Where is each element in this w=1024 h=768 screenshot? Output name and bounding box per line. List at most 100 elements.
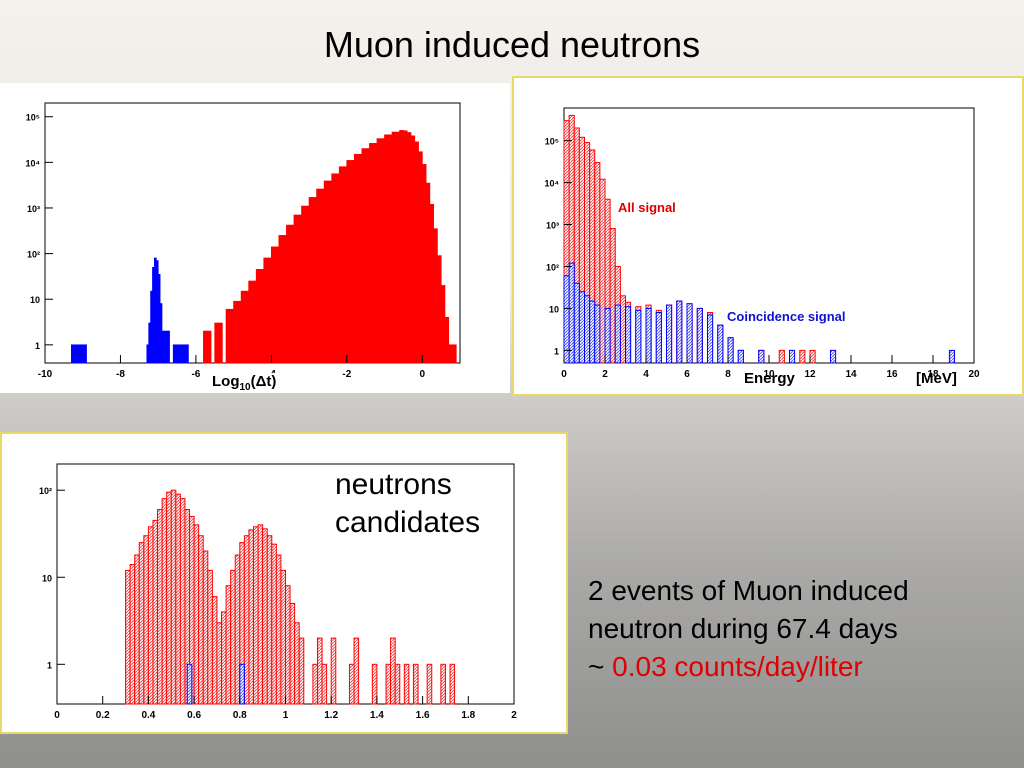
histogram-bar bbox=[278, 235, 287, 364]
y-tick-label: 10⁴ bbox=[26, 158, 40, 168]
histogram-bar bbox=[758, 349, 765, 364]
x-label-tail: (Δt) bbox=[250, 373, 277, 390]
histogram-bar bbox=[589, 300, 596, 364]
x-tick-label: 2 bbox=[511, 710, 517, 721]
histogram-bar bbox=[399, 130, 404, 364]
x-tick-label: 12 bbox=[804, 369, 816, 380]
histogram-bar bbox=[263, 257, 272, 364]
histogram-bar bbox=[948, 349, 956, 364]
x-tick-label: -10 bbox=[38, 369, 53, 380]
y-tick-label: 10³ bbox=[546, 221, 559, 231]
histogram-bar bbox=[353, 153, 363, 364]
histogram-bar bbox=[286, 224, 295, 364]
x-tick-label: 8 bbox=[725, 369, 731, 380]
histogram-bar bbox=[778, 349, 785, 364]
histogram-bar bbox=[316, 188, 325, 364]
histogram-bar bbox=[686, 303, 693, 364]
histogram-bar bbox=[138, 542, 145, 705]
histogram-bar bbox=[202, 550, 209, 705]
energy-spectrum-panel: 0 2 4 6 8 10 12 14 16 18 20 1 10 10² 10³ 10⁴ 10⁵ Energy … bbox=[512, 76, 1024, 396]
histogram-bar bbox=[410, 135, 416, 364]
y-tick-label: 1 bbox=[47, 660, 52, 670]
summary-prefix: ~ bbox=[588, 651, 613, 682]
x-tick-label: -2 bbox=[342, 369, 351, 380]
x-tick-label: 0 bbox=[419, 369, 425, 380]
histogram-bar bbox=[604, 307, 611, 364]
y-tick-label: 10 bbox=[42, 573, 52, 583]
histogram-bar bbox=[193, 524, 200, 705]
plot-frame bbox=[563, 107, 975, 364]
histogram-bar bbox=[298, 637, 305, 705]
histogram-bar bbox=[568, 262, 575, 364]
histogram-bar bbox=[449, 663, 456, 705]
histogram-bar bbox=[323, 180, 333, 364]
histogram-bar bbox=[599, 178, 606, 364]
neutron-candidates-histogram: 0 0.2 0.4 0.6 0.8 1 1.2 1.4 1.6 1.8 2 1 10 10² bbox=[39, 463, 517, 721]
x-tick-label: 0 bbox=[54, 710, 60, 721]
histogram-bar bbox=[214, 322, 223, 364]
y-tick-label: 1 bbox=[554, 346, 559, 356]
y-tick-label: 10 bbox=[30, 295, 40, 305]
histogram-bar bbox=[403, 663, 410, 705]
histogram-bar bbox=[809, 349, 816, 364]
summary-rate: 0.03 counts/day/liter bbox=[612, 651, 863, 682]
histogram-bar bbox=[233, 300, 242, 364]
delta-t-x-axis-label: Log10(Δt) bbox=[210, 373, 279, 393]
histogram-bar bbox=[71, 344, 80, 364]
energy-x-axis-label: Energy bbox=[744, 370, 795, 387]
histogram-bar bbox=[316, 637, 323, 705]
histogram-bar bbox=[129, 564, 136, 705]
histogram-bar bbox=[440, 285, 446, 364]
histogram-bar bbox=[666, 304, 673, 364]
x-tick-label: 0 bbox=[561, 369, 567, 380]
histogram-bar bbox=[727, 337, 734, 364]
x-tick-label: -6 bbox=[191, 369, 200, 380]
histogram-bar bbox=[321, 663, 328, 705]
histogram-bar bbox=[369, 143, 378, 364]
histogram-bar bbox=[789, 349, 796, 364]
x-tick-label: 0.2 bbox=[96, 710, 110, 721]
histogram-bar bbox=[645, 307, 652, 364]
summary-line-3: ~ 0.03 counts/day/liter bbox=[588, 648, 1018, 686]
x-tick-label: 16 bbox=[886, 369, 898, 380]
histogram-bar bbox=[448, 344, 457, 364]
x-tick-label: 1.8 bbox=[461, 710, 475, 721]
histogram-bar bbox=[412, 663, 419, 705]
histogram-bar bbox=[830, 349, 837, 364]
x-tick-label: 1.2 bbox=[324, 710, 338, 721]
histogram-bar bbox=[619, 295, 626, 364]
histogram-bar bbox=[406, 132, 412, 364]
x-tick-label: 1.6 bbox=[416, 710, 430, 721]
histogram-bar bbox=[655, 311, 662, 364]
histogram-bar bbox=[230, 569, 236, 705]
histogram-bar bbox=[225, 308, 235, 364]
y-tick-label: 10² bbox=[27, 250, 40, 260]
histogram-bar bbox=[614, 304, 621, 364]
histogram-bar bbox=[676, 300, 683, 364]
histogram-bar bbox=[385, 663, 392, 705]
histogram-bar bbox=[262, 528, 268, 705]
neutron-candidates-panel: 0 0.2 0.4 0.6 0.8 1 1.2 1.4 1.6 1.8 2 1 10 10² bbox=[0, 432, 568, 734]
histogram-bar bbox=[285, 585, 291, 705]
histogram-bar bbox=[429, 203, 434, 364]
histogram-bar bbox=[331, 173, 340, 364]
histogram-bar bbox=[172, 344, 182, 364]
y-tick-label: 10⁵ bbox=[545, 137, 559, 147]
histogram-bar bbox=[696, 307, 703, 364]
histogram-bar bbox=[573, 282, 580, 364]
y-tick-label: 10⁵ bbox=[26, 113, 40, 123]
histogram-bar bbox=[125, 569, 131, 705]
summary-text: 2 events of Muon induced neutron during … bbox=[588, 572, 1018, 686]
x-tick-label: 1.4 bbox=[370, 710, 384, 721]
y-tick-label: 1 bbox=[35, 341, 40, 351]
histogram-bar bbox=[294, 622, 300, 705]
x-tick-label: 18 bbox=[927, 369, 939, 380]
y-tick-label: 10² bbox=[39, 486, 52, 496]
histogram-bar bbox=[301, 205, 310, 364]
histogram-bar bbox=[436, 255, 442, 364]
histogram-bar bbox=[348, 663, 355, 705]
histogram-bar bbox=[211, 596, 218, 705]
x-tick-label: 2 bbox=[602, 369, 608, 380]
x-tick-label: 0.6 bbox=[187, 710, 201, 721]
